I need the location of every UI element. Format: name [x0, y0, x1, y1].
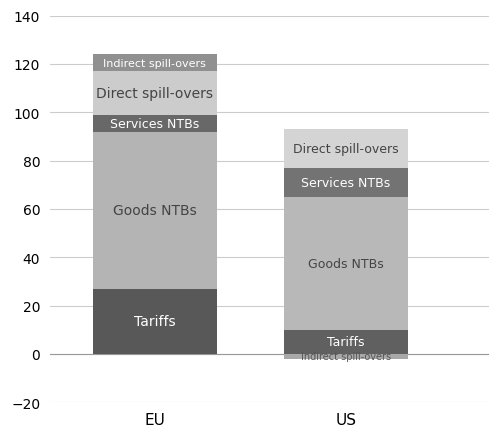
Bar	[284, 198, 408, 330]
Bar	[284, 354, 408, 359]
Bar	[93, 132, 217, 289]
Text: Services NTBs: Services NTBs	[301, 177, 390, 189]
Text: Direct spill-overs: Direct spill-overs	[293, 143, 399, 155]
Text: Direct spill-overs: Direct spill-overs	[96, 87, 214, 101]
Text: Indirect spill-overs: Indirect spill-overs	[104, 59, 206, 69]
Bar	[93, 72, 217, 115]
Bar	[93, 289, 217, 354]
Bar	[284, 169, 408, 198]
Text: Indirect spill-overs: Indirect spill-overs	[300, 351, 391, 361]
Bar	[284, 330, 408, 354]
Text: Goods NTBs: Goods NTBs	[308, 257, 384, 270]
Text: Services NTBs: Services NTBs	[110, 117, 200, 131]
Bar	[93, 55, 217, 72]
Text: Goods NTBs: Goods NTBs	[113, 204, 197, 218]
Bar	[93, 115, 217, 132]
Bar	[284, 130, 408, 169]
Text: Tariffs: Tariffs	[134, 314, 175, 328]
Text: Tariffs: Tariffs	[327, 336, 364, 349]
